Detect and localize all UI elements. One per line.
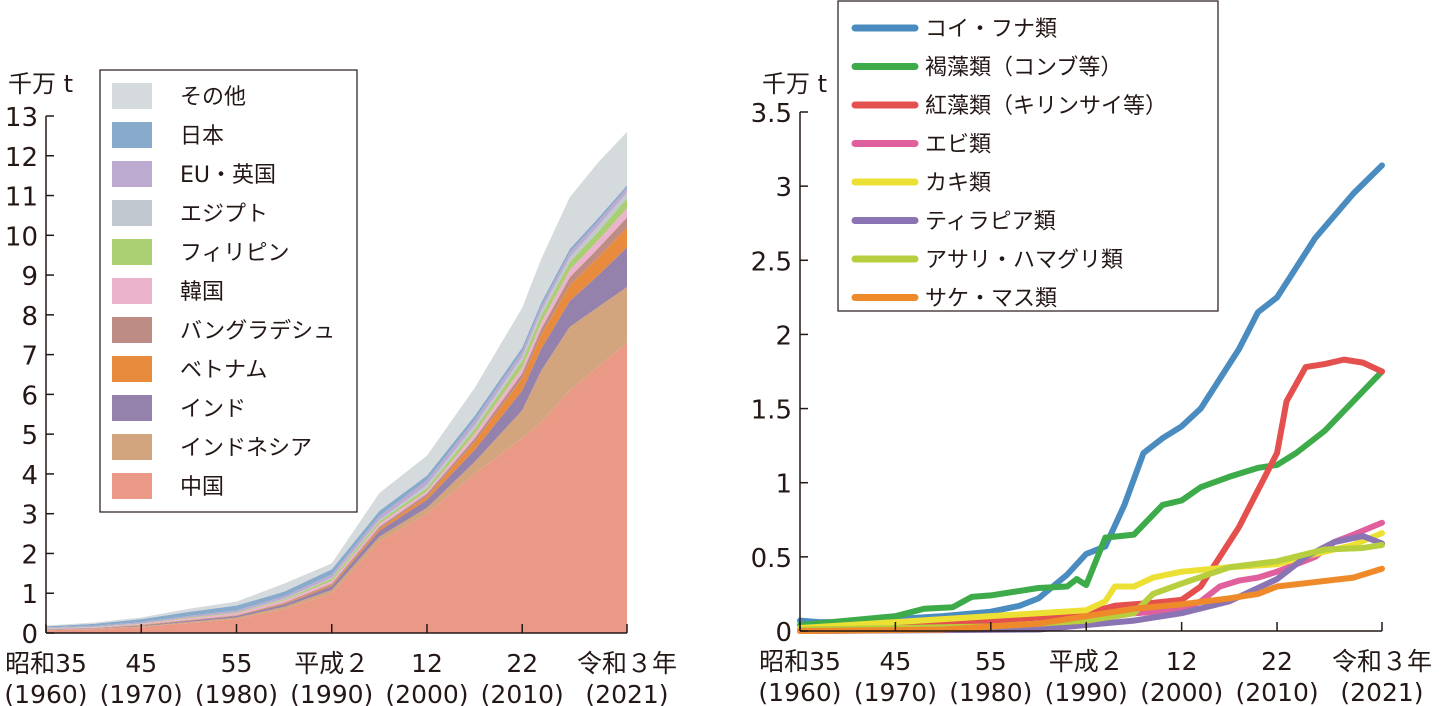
legend-label: インド <box>180 397 246 422</box>
x-tick-label: 45 <box>125 649 157 678</box>
y-axis-unit-label: 千万 t <box>8 70 73 98</box>
legend-label: エビ類 <box>925 133 991 158</box>
y-tick-label: 0.5 <box>751 544 792 574</box>
x-tick-label: 昭和35 <box>759 647 841 676</box>
y-axis-unit-label: 千万 t <box>762 70 827 98</box>
y-tick-label: 10 <box>5 222 38 252</box>
y-tick-label: 6 <box>21 381 38 411</box>
legend-swatch <box>112 356 152 382</box>
legend-label: 日本 <box>180 124 224 149</box>
legend-swatch <box>112 200 152 226</box>
legend-label: カキ類 <box>925 171 991 196</box>
x-tick-label: 22 <box>1261 647 1293 676</box>
x-tick-year-label: (1990) <box>290 680 373 706</box>
y-tick-label: 3 <box>21 501 38 531</box>
legend-label: コイ・フナ類 <box>925 17 1057 42</box>
y-tick-label: 3.5 <box>751 99 792 129</box>
x-tick-year-label: (2010) <box>481 680 564 706</box>
x-tick-label: 12 <box>411 649 443 678</box>
y-tick-label: 7 <box>21 342 38 372</box>
x-tick-label: 55 <box>975 647 1007 676</box>
y-tick-label: 0 <box>21 620 38 650</box>
y-tick-label: 0 <box>775 618 792 648</box>
x-tick-label: 55 <box>221 649 253 678</box>
x-tick-year-label: (1960) <box>4 680 87 706</box>
y-tick-label: 1.5 <box>751 396 792 426</box>
legend-label: アサリ・ハマグリ類 <box>925 248 1123 273</box>
y-tick-label: 11 <box>5 183 38 213</box>
legend-label: バングラデシュ <box>180 319 335 344</box>
legend-label: フィリピン <box>180 241 290 266</box>
y-tick-label: 3 <box>775 173 792 203</box>
line-2 <box>797 356 1385 633</box>
x-tick-year-label: (1970) <box>854 678 937 706</box>
x-tick-year-label: (2000) <box>1140 678 1223 706</box>
legend-label: EU・英国 <box>180 163 276 188</box>
y-tick-label: 9 <box>21 262 38 292</box>
x-tick-label: 45 <box>880 647 912 676</box>
legend-swatch <box>112 473 152 499</box>
x-tick-label: 平成２ <box>1049 647 1124 676</box>
y-tick-label: 5 <box>21 421 38 451</box>
x-tick-label: 令和３年 <box>577 649 677 678</box>
x-tick-label: 平成２ <box>294 649 369 678</box>
legend-label: 韓国 <box>180 280 224 305</box>
x-tick-label: 12 <box>1166 647 1198 676</box>
y-tick-label: 1 <box>21 580 38 610</box>
x-tick-label: 昭和35 <box>5 649 87 678</box>
legend-label: 紅藻類（キリンサイ等） <box>925 94 1167 119</box>
x-tick-year-label: (1960) <box>758 678 841 706</box>
legend-swatch <box>112 122 152 148</box>
x-tick-year-label: (1980) <box>195 680 278 706</box>
stacked-area-chart: 012345678910111213昭和35(1960)45(1970)55(1… <box>4 69 677 706</box>
legend-swatch <box>112 161 152 187</box>
x-tick-year-label: (1970) <box>100 680 183 706</box>
y-tick-label: 2 <box>21 540 38 570</box>
x-tick-year-label: (2000) <box>385 680 468 706</box>
y-tick-label: 2.5 <box>751 247 792 277</box>
legend-label: 褐藻類（コンブ等） <box>925 56 1122 81</box>
legend-label: エジプト <box>180 202 268 227</box>
legend-label: サケ・マス類 <box>925 287 1057 312</box>
legend-swatch <box>112 434 152 460</box>
line-1 <box>797 368 1385 629</box>
legend-label: その他 <box>180 85 246 110</box>
legend-swatch <box>112 239 152 265</box>
x-tick-year-label: (1980) <box>949 678 1032 706</box>
y-tick-label: 12 <box>5 143 38 173</box>
y-tick-label: 8 <box>21 302 38 332</box>
legend-label: 中国 <box>180 475 224 500</box>
legend-swatch <box>112 317 152 343</box>
line-chart: 0 0.5 1 1.5 2 2.5 3 3.5 昭和35(1960) 45(1970) 55(198… <box>751 0 1432 706</box>
legend-swatch <box>112 395 152 421</box>
y-tick-label: 13 <box>5 103 38 133</box>
legend-swatch <box>112 83 152 109</box>
x-tick-year-label: (2021) <box>1340 678 1423 706</box>
x-tick-label: 22 <box>506 649 538 678</box>
x-tick-label: 令和３年 <box>1332 647 1432 676</box>
legend-swatch <box>112 278 152 304</box>
y-tick-label: 1 <box>775 470 792 500</box>
legend-label: ベトナム <box>180 358 267 383</box>
y-tick-label: 4 <box>21 461 38 491</box>
x-tick-year-label: (2010) <box>1235 678 1318 706</box>
y-tick-label: 2 <box>775 321 792 351</box>
legend-label: ティラピア類 <box>925 210 1056 235</box>
legend-label: インドネシア <box>180 436 312 461</box>
x-tick-year-label: (2021) <box>585 680 668 706</box>
area-0 <box>46 342 627 633</box>
x-tick-year-label: (1990) <box>1045 678 1128 706</box>
